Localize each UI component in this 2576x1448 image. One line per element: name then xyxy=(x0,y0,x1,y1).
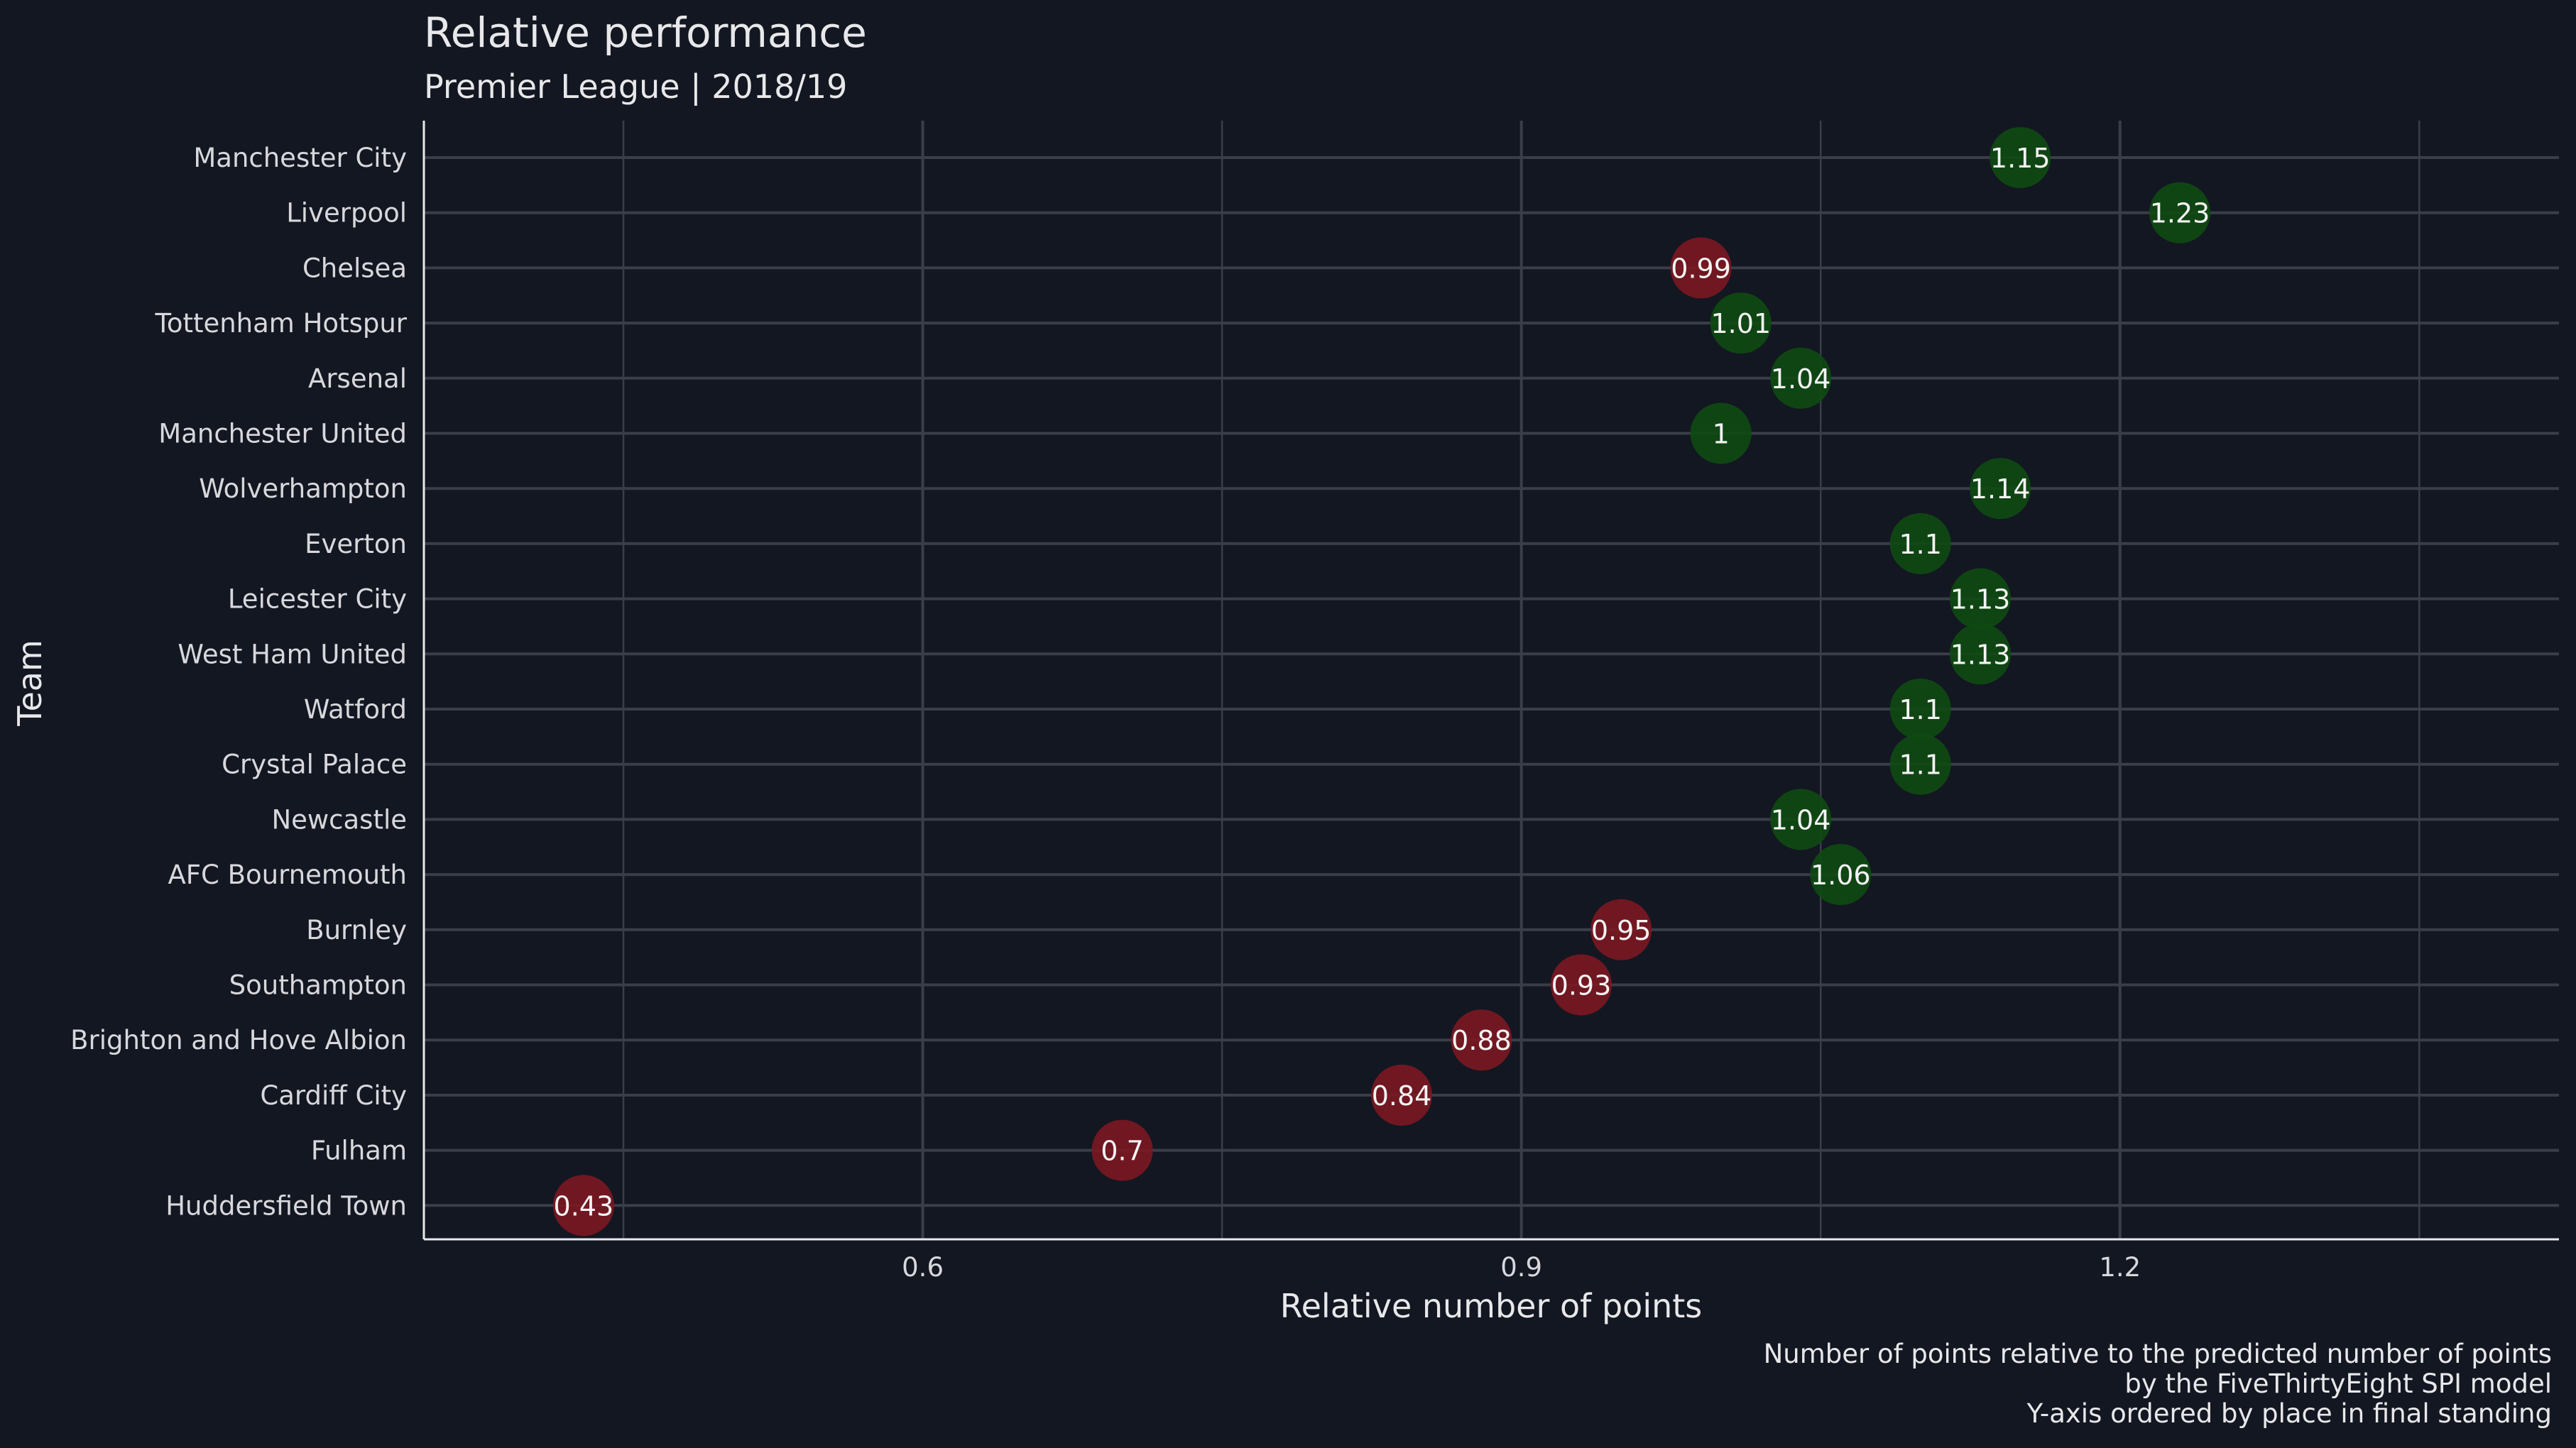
x-tick-label: 0.9 xyxy=(1500,1252,1542,1283)
data-point xyxy=(1950,623,2012,685)
data-label: 1 xyxy=(1713,419,1730,450)
data-point xyxy=(1810,844,1872,906)
team-label: AFC Bournemouth xyxy=(168,860,407,890)
team-label: Southampton xyxy=(229,970,407,1001)
data-label: 0.88 xyxy=(1451,1025,1512,1056)
data-label: 1.15 xyxy=(1990,143,2051,174)
data-label: 0.43 xyxy=(554,1190,614,1222)
data-label: 1.04 xyxy=(1771,804,1831,835)
data-point xyxy=(1889,512,1951,574)
data-label: 1.04 xyxy=(1771,363,1831,395)
data-label: 1.1 xyxy=(1899,529,1941,560)
team-label: Arsenal xyxy=(308,363,407,394)
data-point xyxy=(1371,1064,1433,1126)
data-point xyxy=(1550,954,1612,1016)
team-label: Tottenham Hotspur xyxy=(155,308,408,339)
chart-title: Relative performance xyxy=(424,9,867,57)
team-label: Liverpool xyxy=(286,198,407,229)
chart-subtitle: Premier League | 2018/19 xyxy=(424,67,847,106)
x-tick-label: 1.2 xyxy=(2099,1252,2141,1283)
caption-line-2: by the FiveThirtyEight SPI model xyxy=(2124,1369,2552,1399)
data-label: 0.95 xyxy=(1591,915,1652,946)
team-label: Chelsea xyxy=(302,253,407,283)
team-label: Newcastle xyxy=(271,804,407,835)
data-label: 0.99 xyxy=(1671,253,1731,284)
data-label: 1.01 xyxy=(1710,308,1771,339)
axes xyxy=(422,121,2559,1241)
data-point xyxy=(1670,237,1732,299)
data-point xyxy=(1710,292,1772,354)
team-label: Watford xyxy=(304,694,407,725)
data-point xyxy=(1770,789,1832,850)
caption-line-3: Y-axis ordered by place in final standin… xyxy=(2026,1398,2552,1429)
team-label: Everton xyxy=(305,529,407,559)
data-label: 0.7 xyxy=(1101,1136,1143,1167)
data-label: 1.13 xyxy=(1950,584,2011,615)
data-point xyxy=(1590,899,1652,960)
data-label: 0.84 xyxy=(1372,1080,1432,1112)
x-axis-label: Relative number of points xyxy=(1280,1287,1703,1325)
y-axis-label: Team xyxy=(11,640,49,727)
grid-lines xyxy=(424,121,2559,1239)
data-label: 1.1 xyxy=(1899,750,1941,781)
data-point xyxy=(1091,1119,1153,1181)
team-label: Manchester City xyxy=(193,143,407,173)
data-label: 1.06 xyxy=(1811,860,1871,891)
data-points: 1.151.230.991.011.0411.141.11.131.131.11… xyxy=(552,127,2211,1236)
data-point xyxy=(1950,568,2012,630)
data-label: 1.14 xyxy=(1970,473,2031,505)
team-label: Brighton and Hove Albion xyxy=(70,1025,407,1055)
data-point xyxy=(1451,1009,1512,1071)
data-label: 1.1 xyxy=(1899,694,1941,725)
team-label: Fulham xyxy=(311,1136,407,1166)
team-label: Crystal Palace xyxy=(222,750,407,780)
data-point xyxy=(1970,458,2031,520)
team-label: Cardiff City xyxy=(260,1080,407,1111)
team-label: Huddersfield Town xyxy=(165,1190,407,1221)
team-label: West Ham United xyxy=(178,639,407,669)
data-point xyxy=(1889,679,1951,740)
team-labels: Manchester City Liverpool Chelsea Tottenham… xyxy=(70,143,408,1221)
data-point xyxy=(1770,347,1832,409)
team-label: Burnley xyxy=(306,915,407,945)
x-tick-label: 0.6 xyxy=(902,1252,944,1283)
team-label: Leicester City xyxy=(228,584,407,615)
data-label: 1.13 xyxy=(1950,639,2011,670)
data-label: 1.23 xyxy=(2150,198,2210,229)
data-point xyxy=(552,1175,614,1236)
data-point xyxy=(1889,733,1951,795)
team-label: Manchester United xyxy=(158,419,407,449)
data-point xyxy=(1690,402,1752,464)
data-point xyxy=(2149,182,2211,243)
x-tick-labels: 0.6 0.9 1.2 xyxy=(902,1252,2141,1283)
team-label: Wolverhampton xyxy=(199,473,407,504)
data-label: 0.93 xyxy=(1551,970,1612,1002)
data-point xyxy=(1990,127,2051,188)
caption-line-1: Number of points relative to the predict… xyxy=(1764,1339,2552,1369)
